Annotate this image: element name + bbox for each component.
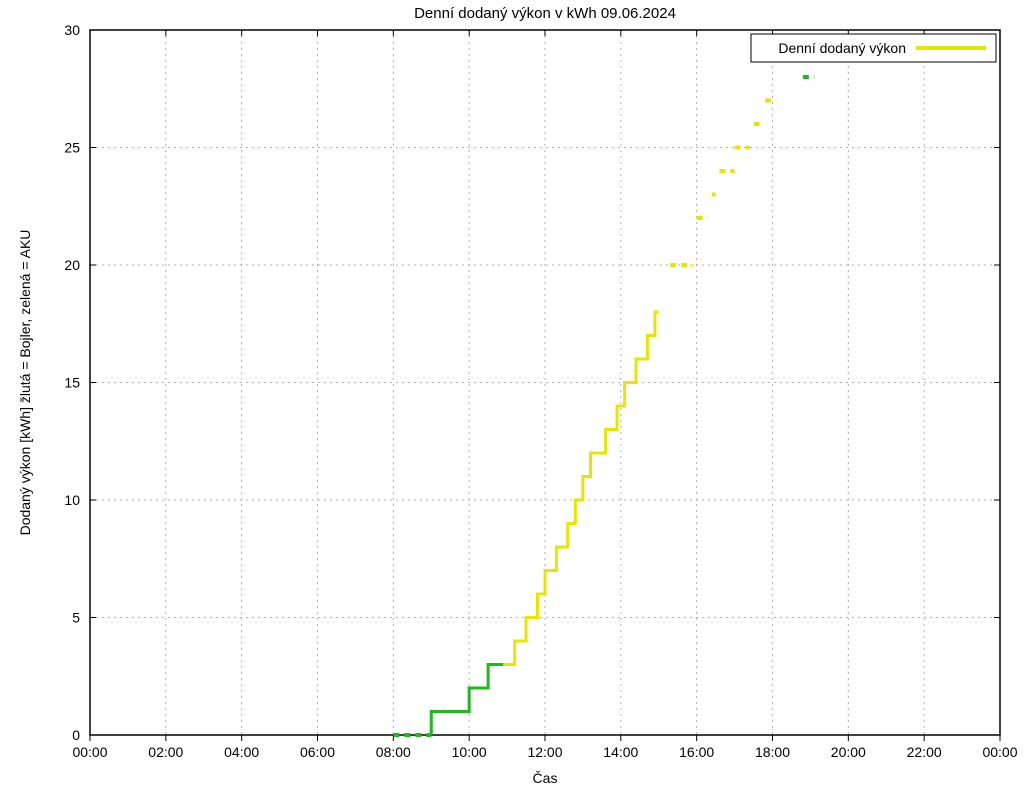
x-tick-label: 22:00: [907, 744, 942, 760]
x-tick-label: 02:00: [148, 744, 183, 760]
legend-label: Denní dodaný výkon: [778, 40, 906, 56]
x-tick-label: 04:00: [224, 744, 259, 760]
y-tick-label: 10: [64, 492, 80, 508]
daily-power-chart: 00:00 02:00 04:00 06:00 08:00 10:00 12:00 14:00…: [0, 0, 1024, 800]
x-tick-label: 20:00: [831, 744, 866, 760]
y-tick-label: 25: [64, 140, 80, 156]
x-tick-label: 10:00: [452, 744, 487, 760]
y-tick-label: 30: [64, 22, 80, 38]
y-tick-label: 0: [72, 727, 80, 743]
x-tick-label: 16:00: [679, 744, 714, 760]
x-tick-label: 06:00: [300, 744, 335, 760]
chart-svg: 00:00 02:00 04:00 06:00 08:00 10:00 12:00 14:00…: [0, 0, 1024, 800]
y-tick-label: 20: [64, 257, 80, 273]
y-tick-label: 15: [64, 375, 80, 391]
x-tick-label: 18:00: [755, 744, 790, 760]
x-tick-label: 08:00: [376, 744, 411, 760]
x-tick-label: 00:00: [72, 744, 107, 760]
y-axis-label: Dodaný výkon [kWh] žlutá = Bojler, zelen…: [17, 230, 33, 536]
y-tick-label: 5: [72, 610, 80, 626]
x-tick-label: 00:00: [982, 744, 1017, 760]
chart-title: Denní dodaný výkon v kWh 09.06.2024: [414, 5, 676, 22]
x-axis-label: Čas: [533, 770, 558, 786]
x-tick-label: 12:00: [527, 744, 562, 760]
x-tick-label: 14:00: [603, 744, 638, 760]
